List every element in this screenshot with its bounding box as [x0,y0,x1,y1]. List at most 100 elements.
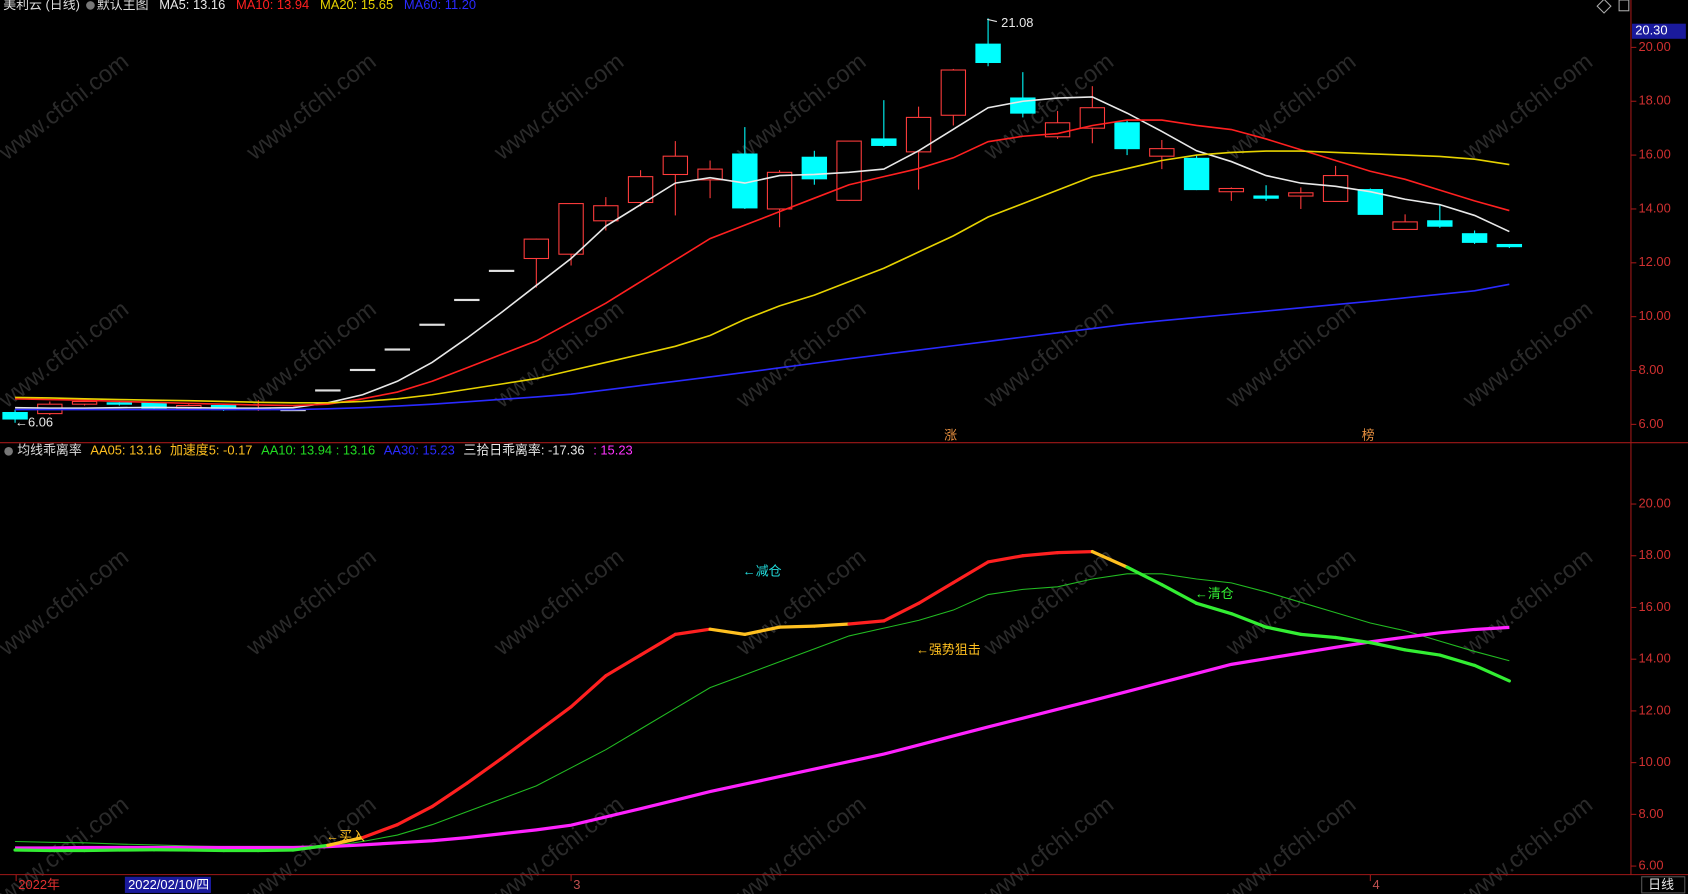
period-label: 日线 [1648,877,1674,892]
line-segment [743,625,782,636]
candle-body [1183,157,1210,191]
price-label-bg [1632,23,1686,39]
x-tick-label: 2022年 [18,877,60,892]
candle-body [662,155,689,176]
candle-body [2,411,28,420]
candle-body [1079,107,1106,129]
high-pointer [987,18,997,23]
candle-body [1218,187,1245,193]
line-segment [1229,612,1268,629]
series-line [15,150,1510,404]
line-segment [82,848,121,853]
candle-body [106,402,133,405]
candle-body [1149,148,1175,157]
line-segment [882,601,921,623]
cursor-date-bg [124,876,211,893]
candle-body [905,116,932,153]
line-segment [1264,625,1303,636]
candle-body [349,368,376,372]
line-segment [1194,601,1233,616]
series-line [15,119,1510,407]
series-line [15,625,1510,850]
y-tick-label: 10.00 [1638,308,1670,323]
line-segment [1090,549,1129,569]
legend-entry: MA60: 11.20 [404,0,476,12]
candle-body [384,348,411,351]
y-tick-label: 16.00 [1638,599,1670,614]
annotation: 21.08 [1001,15,1033,30]
line-segment [951,560,990,585]
legend-entry: 三拾日乖离率: -17.36 [463,443,584,458]
legend-entry: AA30: 15.23 [384,443,455,458]
chart-title: 美利云 (日线) [3,0,80,12]
series-line [15,283,1510,411]
candle-body [1322,175,1349,202]
line-segment [673,627,712,636]
y-tick-label: 16.00 [1638,147,1670,162]
line-segment [430,781,469,809]
line-segment [1125,565,1164,587]
legend-entry: MA20: 15.65 [320,0,393,12]
line-segment [638,632,677,657]
line-segment [777,624,816,629]
settings-icon[interactable] [4,447,13,456]
series-line [15,96,1510,410]
y-tick-label: 8.00 [1638,362,1663,377]
candle-body [871,138,897,146]
candle-body [1496,243,1523,248]
line-segment [847,619,886,626]
x-tick-label: 4 [1372,877,1379,892]
annotation: ←买入 [326,828,365,843]
candle-body [488,269,515,272]
price-label: 20.30 [1635,23,1667,38]
legend-entry: MA10: 13.94 [236,0,309,12]
legend-entry: MA5: 13.16 [159,0,225,12]
candle-body [975,43,1001,64]
candle-body [766,171,793,210]
candle-body [801,156,828,180]
line-segment [1160,583,1199,605]
candle-body [627,176,654,204]
y-tick-label: 6.00 [1638,857,1663,872]
candle-body [454,298,480,302]
line-segment [1472,663,1511,683]
y-tick-label: 18.00 [1638,547,1670,562]
candle-body [1427,220,1453,227]
y-tick-label: 8.00 [1638,806,1663,821]
annotation: 涨 [944,428,957,443]
candle-body [836,140,862,201]
icon-window[interactable] [1618,0,1630,12]
candle-body [1392,221,1418,230]
line-segment [534,705,573,735]
y-tick-label: 20.00 [1638,39,1670,54]
candle-body [1288,192,1314,197]
cursor-date: 2022/02/10/四 [128,877,209,892]
period-box [1641,876,1686,894]
candle-body [1114,122,1140,150]
line-segment [708,627,747,636]
line-segment [326,836,365,848]
annotation: ←强势狙击 [916,642,981,657]
line-segment [1403,648,1442,657]
candle-body [593,205,619,222]
y-tick-label: 6.00 [1638,416,1663,431]
legend-entry: : 15.23 [593,443,632,458]
line-segment [1333,635,1372,645]
candle-body [315,389,341,392]
line-segment [916,581,955,605]
settings-icon[interactable] [86,1,95,10]
line-segment [291,843,330,852]
annotation: ←6.06 [15,415,53,430]
icon-diamond[interactable] [1596,0,1612,14]
candle-body [940,69,967,116]
annotation: ←减仓 [743,563,782,578]
line-segment [1055,549,1094,555]
y-tick-label: 10.00 [1638,754,1670,769]
legend-entry: AA05: 13.16 [90,443,161,458]
line-segment [187,848,226,853]
line-segment [360,823,399,840]
chart-title: 均线乖离率 [17,443,82,458]
